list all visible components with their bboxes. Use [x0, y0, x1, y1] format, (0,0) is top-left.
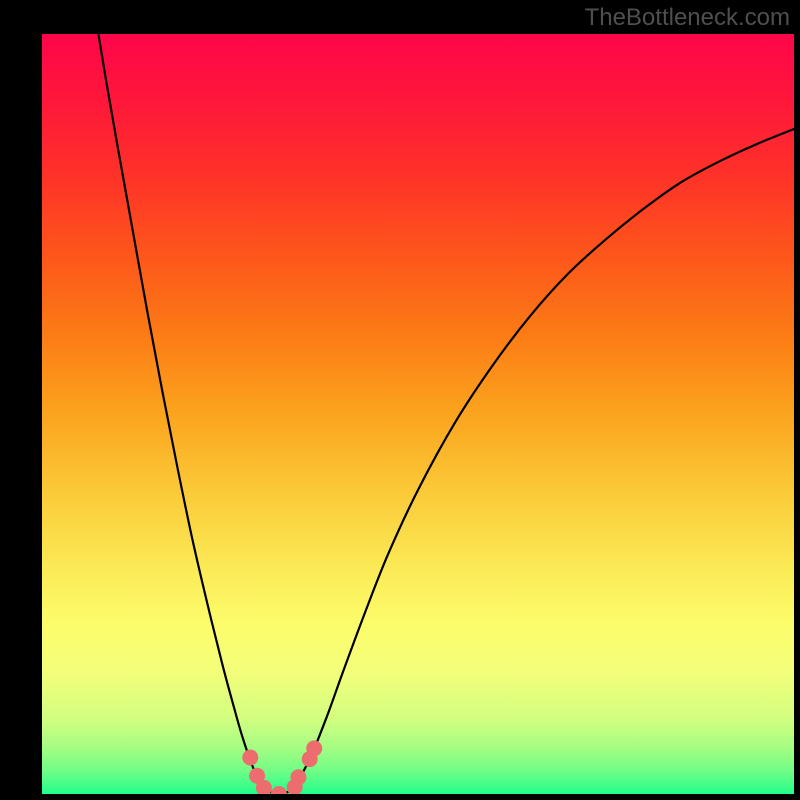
gradient-background — [42, 34, 794, 794]
curve-marker — [306, 740, 322, 756]
watermark-text: TheBottleneck.com — [585, 4, 790, 32]
plot-svg — [42, 34, 794, 794]
curve-marker — [242, 750, 258, 766]
chart-container: TheBottleneck.com — [0, 0, 800, 800]
curve-marker — [290, 769, 306, 785]
plot-area — [42, 34, 794, 794]
